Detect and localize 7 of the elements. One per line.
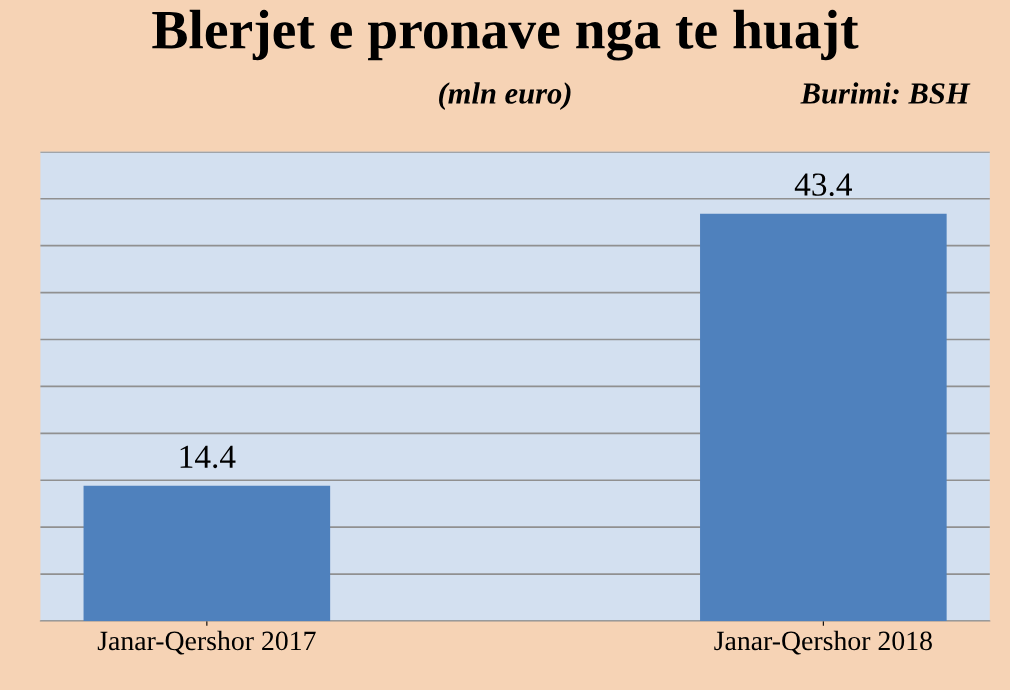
text: Burimi: BSH — [800, 82, 971, 104]
chart-subtitle: (mln euro) — [439, 82, 571, 111]
x-tick-label: Janar-Qershor 2017 — [97, 630, 316, 655]
data-label: 14.4 — [180, 445, 236, 469]
chart-title: Blerjet e pronave nga te huajt — [152, 9, 859, 61]
data-label: 43.4 — [794, 173, 852, 196]
x-tick-label: Janar-Qershor 2018 — [714, 630, 932, 655]
